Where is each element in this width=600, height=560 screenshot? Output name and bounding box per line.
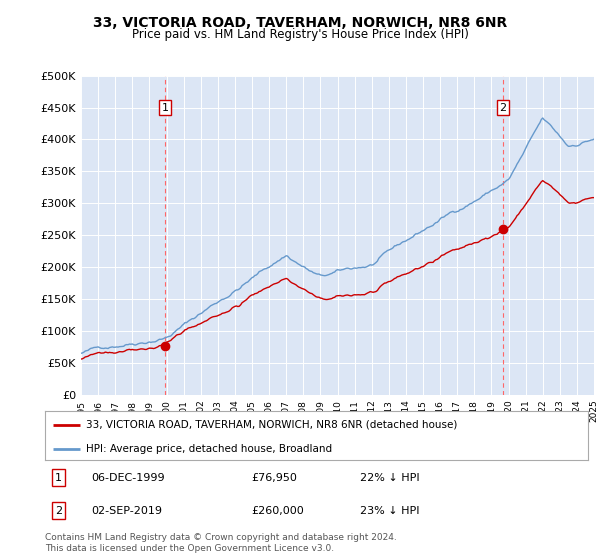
- Text: 23% ↓ HPI: 23% ↓ HPI: [360, 506, 419, 516]
- Text: £76,950: £76,950: [251, 473, 297, 483]
- Text: 33, VICTORIA ROAD, TAVERHAM, NORWICH, NR8 6NR (detached house): 33, VICTORIA ROAD, TAVERHAM, NORWICH, NR…: [86, 420, 457, 430]
- Text: £260,000: £260,000: [251, 506, 304, 516]
- Text: 33, VICTORIA ROAD, TAVERHAM, NORWICH, NR8 6NR: 33, VICTORIA ROAD, TAVERHAM, NORWICH, NR…: [93, 16, 507, 30]
- Text: 1: 1: [55, 473, 62, 483]
- Text: 06-DEC-1999: 06-DEC-1999: [91, 473, 165, 483]
- Text: 2: 2: [499, 102, 506, 113]
- Text: 2: 2: [55, 506, 62, 516]
- Text: Price paid vs. HM Land Registry's House Price Index (HPI): Price paid vs. HM Land Registry's House …: [131, 28, 469, 41]
- Text: 1: 1: [161, 102, 169, 113]
- Text: Contains HM Land Registry data © Crown copyright and database right 2024.
This d: Contains HM Land Registry data © Crown c…: [45, 533, 397, 553]
- Text: 22% ↓ HPI: 22% ↓ HPI: [360, 473, 419, 483]
- Text: HPI: Average price, detached house, Broadland: HPI: Average price, detached house, Broa…: [86, 445, 332, 455]
- Text: 02-SEP-2019: 02-SEP-2019: [91, 506, 162, 516]
